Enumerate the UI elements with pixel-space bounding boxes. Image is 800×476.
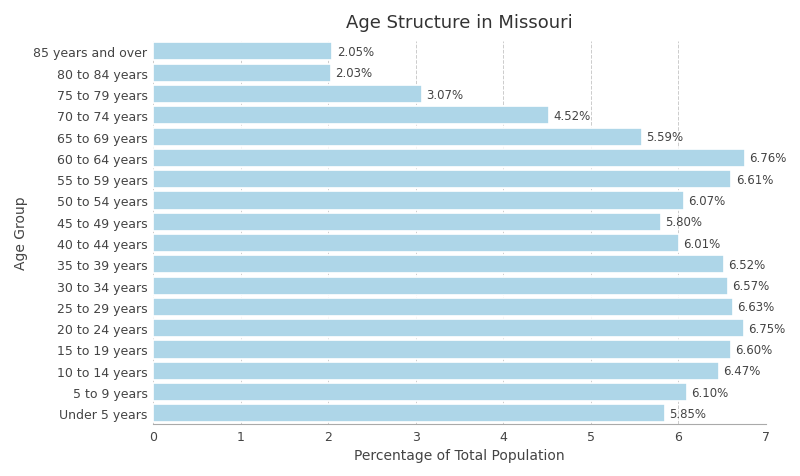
X-axis label: Percentage of Total Population: Percentage of Total Population — [354, 448, 565, 462]
Bar — [153, 235, 679, 253]
Text: 5.80%: 5.80% — [665, 216, 702, 229]
Text: 6.60%: 6.60% — [735, 343, 772, 356]
Text: 3.07%: 3.07% — [426, 89, 463, 101]
Text: 2.05%: 2.05% — [337, 46, 374, 59]
Bar — [153, 86, 422, 104]
Text: 5.59%: 5.59% — [646, 131, 684, 144]
Text: 6.76%: 6.76% — [749, 152, 786, 165]
Bar — [153, 171, 731, 189]
Text: 2.03%: 2.03% — [335, 67, 372, 80]
Bar — [153, 383, 687, 401]
Bar — [153, 405, 665, 423]
Text: 6.07%: 6.07% — [689, 195, 726, 208]
Bar — [153, 277, 728, 295]
Text: 6.52%: 6.52% — [728, 258, 765, 271]
Text: 5.85%: 5.85% — [670, 407, 706, 420]
Bar — [153, 256, 723, 274]
Text: 6.63%: 6.63% — [738, 301, 775, 314]
Bar — [153, 319, 744, 337]
Bar — [153, 149, 745, 168]
Text: 6.10%: 6.10% — [691, 386, 729, 399]
Title: Age Structure in Missouri: Age Structure in Missouri — [346, 14, 573, 32]
Text: 6.75%: 6.75% — [748, 322, 786, 335]
Bar — [153, 65, 330, 83]
Text: 6.57%: 6.57% — [732, 279, 770, 292]
Bar — [153, 43, 332, 61]
Bar — [153, 107, 549, 125]
Bar — [153, 128, 642, 146]
Bar — [153, 192, 684, 210]
Bar — [153, 213, 661, 231]
Text: 4.52%: 4.52% — [553, 109, 590, 122]
Text: 6.47%: 6.47% — [723, 365, 761, 377]
Bar — [153, 341, 730, 359]
Bar — [153, 298, 733, 316]
Text: 6.61%: 6.61% — [736, 173, 773, 186]
Text: 6.01%: 6.01% — [683, 237, 721, 250]
Y-axis label: Age Group: Age Group — [14, 196, 28, 269]
Bar — [153, 362, 719, 380]
